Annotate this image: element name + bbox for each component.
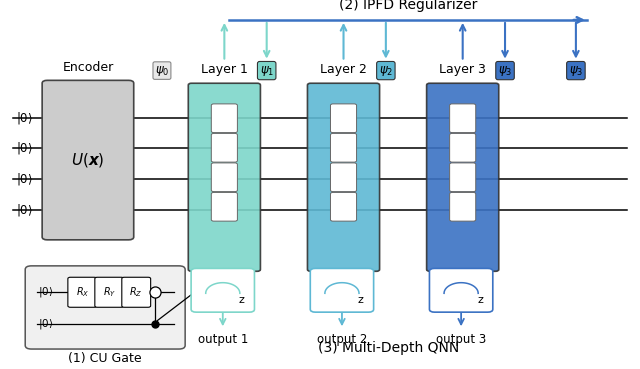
Text: $\psi_2$: $\psi_2$ [379,63,393,77]
FancyBboxPatch shape [429,268,493,312]
Text: z: z [239,296,244,306]
Text: $R_Z$: $R_Z$ [129,285,143,299]
Text: z: z [358,296,364,306]
Text: output 1: output 1 [198,333,248,346]
Text: $\psi_3$: $\psi_3$ [498,63,512,77]
FancyBboxPatch shape [310,268,374,312]
FancyBboxPatch shape [330,134,356,162]
FancyBboxPatch shape [330,104,356,132]
Text: $R_X$: $R_X$ [76,285,89,299]
FancyBboxPatch shape [42,80,134,240]
Text: Layer 3: Layer 3 [439,63,486,76]
Text: $\psi_0$: $\psi_0$ [155,63,169,77]
Text: output 3: output 3 [436,333,486,346]
Text: Layer 1: Layer 1 [201,63,248,76]
FancyBboxPatch shape [191,268,255,312]
Text: $|0\rangle$: $|0\rangle$ [16,202,33,218]
Text: $\psi_1$: $\psi_1$ [260,63,274,77]
Text: $|0\rangle$: $|0\rangle$ [38,317,53,331]
FancyBboxPatch shape [95,277,124,307]
FancyBboxPatch shape [450,192,476,221]
FancyBboxPatch shape [211,134,237,162]
Text: $R_Y$: $R_Y$ [102,285,116,299]
FancyBboxPatch shape [450,134,476,162]
Text: (2) IPFD Regularizer: (2) IPFD Regularizer [339,0,477,12]
Text: $\psi_3$: $\psi_3$ [569,63,583,77]
Text: (3) Multi-Depth QNN: (3) Multi-Depth QNN [318,341,460,355]
FancyBboxPatch shape [307,83,380,271]
FancyBboxPatch shape [211,163,237,192]
Text: output 2: output 2 [317,333,367,346]
FancyBboxPatch shape [450,163,476,192]
Text: $|0\rangle$: $|0\rangle$ [16,110,33,125]
Text: z: z [477,296,483,306]
Text: (1) CU Gate: (1) CU Gate [68,352,142,365]
FancyBboxPatch shape [427,83,499,271]
Text: $|0\rangle$: $|0\rangle$ [38,285,53,299]
Text: $|0\rangle$: $|0\rangle$ [16,171,33,187]
Text: $|0\rangle$: $|0\rangle$ [16,140,33,156]
FancyBboxPatch shape [188,83,260,271]
Text: Layer 2: Layer 2 [320,63,367,76]
FancyBboxPatch shape [68,277,97,307]
FancyBboxPatch shape [122,277,150,307]
FancyBboxPatch shape [211,192,237,221]
Text: Encoder: Encoder [62,61,113,74]
FancyBboxPatch shape [211,104,237,132]
FancyBboxPatch shape [25,266,185,349]
Text: $U(\boldsymbol{x})$: $U(\boldsymbol{x})$ [71,151,105,169]
FancyBboxPatch shape [330,163,356,192]
FancyBboxPatch shape [330,192,356,221]
FancyBboxPatch shape [450,104,476,132]
